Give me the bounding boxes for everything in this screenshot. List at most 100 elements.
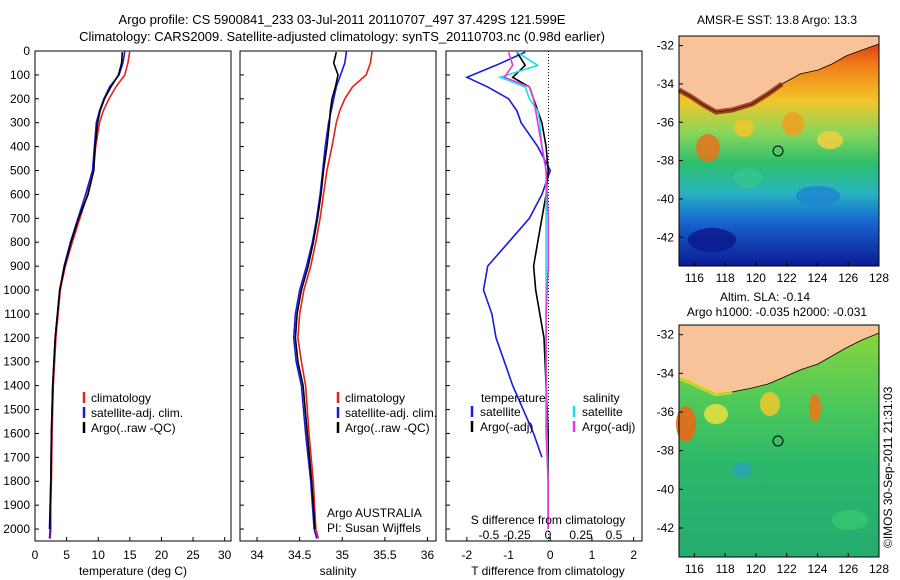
legend-label-argo: Argo(..raw -QC)	[345, 421, 430, 435]
salinity-legend: climatology satellite-adj. clim. Argo(..…	[336, 391, 437, 435]
sst_map-x-tick-label: 124	[807, 271, 827, 285]
temperature-x-tick-label: 0	[32, 548, 39, 562]
salinity-difference-tick-label: 0.25	[569, 528, 593, 542]
temperature-y-tick-label: 0	[23, 44, 30, 58]
sst_map-x-tick-label: 122	[777, 271, 797, 285]
temperature-y-tick-label: 1400	[3, 379, 30, 393]
legend-label-climatology: climatology	[345, 391, 405, 405]
sla_map-x-tick-label: 116	[685, 562, 704, 576]
sla_map-x-tick-label: 118	[716, 562, 735, 576]
temperature-profile-chart: 0 5 10 15 20 25 30 0 100 200 300 400 500 600 700 800 90…	[3, 44, 231, 578]
difference-legend: temperature salinity satellite Argo(-adj…	[470, 391, 635, 434]
temperature-y-tick-label: 200	[10, 92, 30, 106]
float-owner-annotation: Argo AUSTRALIA	[327, 506, 422, 520]
copyright-stamp: ©IMOS 30-Sep-2011 21:31:03	[881, 386, 895, 548]
temperature-y-tick-label: 1100	[4, 307, 30, 321]
difference-series-3	[503, 51, 550, 529]
salinity-x-tick-label: 36	[421, 548, 435, 562]
salinity-series-1	[292, 50, 348, 539]
sst_map-x-tick-label: 128	[869, 271, 889, 285]
legend-label-satellite: satellite-adj. clim.	[345, 406, 437, 420]
figure-title-line2: Climatology: CARS2009. Satellite-adjuste…	[79, 29, 605, 44]
temperature-y-tick-label: 300	[10, 116, 30, 130]
salinity-plot-area	[239, 50, 437, 542]
sst_map-x-tick-label: 118	[716, 271, 735, 285]
sst_map-y-tick-label: -42	[657, 230, 675, 244]
legend-label-sal-argo: Argo(-adj)	[582, 420, 635, 434]
temperature-y-tick-label: 1300	[3, 355, 30, 369]
figure-title-line1: Argo profile: CS 5900841_233 03-Jul-2011…	[119, 12, 566, 27]
sst_map-y-tick-label: -32	[657, 39, 675, 53]
difference-series-0	[464, 51, 552, 458]
salinity-x-tick-label: 35.5	[373, 548, 397, 562]
temperature-y-tick-label: 1900	[3, 498, 30, 512]
sla_map-y-tick-label: -34	[657, 366, 675, 380]
sla_map-x-tick-label: 124	[807, 562, 827, 576]
temperature-plot-area	[34, 50, 232, 542]
temperature-y-tick-label: 2000	[3, 522, 30, 536]
argo-location-marker	[772, 435, 784, 447]
argo-location-marker	[772, 145, 784, 157]
sla-map-frame	[678, 324, 880, 558]
salinity-series-0	[297, 50, 373, 539]
sla_map-y-tick-label: -38	[657, 444, 675, 458]
temperature-y-tick-label: 500	[10, 164, 30, 178]
temperature-y-tick-label: 700	[10, 211, 30, 225]
t-difference-x-label: T difference from climatology	[471, 564, 625, 578]
temperature-y-tick-label: 400	[10, 140, 30, 154]
legend-label-argo: Argo(..raw -QC)	[91, 421, 176, 435]
sst-anomaly-patches	[688, 112, 843, 252]
temperature-x-label: temperature (deg C)	[79, 564, 187, 578]
temperature-x-tick-label: 15	[123, 548, 137, 562]
sla-map-title: Altim. SLA: -0.14	[720, 290, 810, 304]
temperature-y-tick-label: 1500	[3, 403, 30, 417]
temperature-y-tick-label: 1200	[3, 331, 30, 345]
salinity-x-tick-label: 34.5	[288, 548, 312, 562]
difference-x-tick-label: -1	[503, 548, 514, 562]
sla_map-x-tick-label: 120	[746, 562, 766, 576]
sst-map: AMSR-E SST: 13.8 Argo: 13.3 116 118 120 122…	[657, 13, 890, 285]
sst_map-y-tick-label: -36	[657, 115, 675, 129]
sst-map-title: AMSR-E SST: 13.8 Argo: 13.3	[697, 13, 857, 27]
temperature-y-tick-label: 900	[10, 259, 30, 273]
temperature-x-tick-label: 10	[92, 548, 106, 562]
temperature-x-tick-label: 5	[63, 548, 70, 562]
sst_map-y-tick-label: -38	[657, 154, 675, 168]
legend-label-sal-satellite: satellite	[582, 405, 623, 419]
difference-x-tick-label: 0	[547, 548, 554, 562]
difference-profile-chart: -2 -1 0 1 2 S difference from climatology -0…	[445, 50, 643, 578]
legend-label-temp-argo: Argo(-adj)	[480, 420, 533, 434]
s-difference-label: S difference from climatology	[471, 513, 626, 527]
temperature-y-tick-label: 800	[10, 235, 30, 249]
temperature-y-tick-label: 100	[10, 68, 30, 82]
sla_map-x-tick-label: 122	[777, 562, 797, 576]
difference-x-tick-label: 2	[630, 548, 637, 562]
salinity-profile-chart: 34 34.5 35 35.5 36 salinity climatology sate…	[239, 50, 437, 578]
temperature-x-tick-label: 20	[155, 548, 169, 562]
sst_map-x-tick-label: 116	[685, 271, 704, 285]
difference-x-tick-label: 1	[589, 548, 596, 562]
sst_map-y-tick-label: -40	[657, 192, 675, 206]
temperature-series-2	[48, 52, 124, 530]
sla-map-subtitle: Argo h1000: -0.035 h2000: -0.031	[687, 305, 867, 319]
legend-title-salinity: salinity	[583, 391, 620, 405]
sst-coast-hot-strip	[677, 81, 784, 115]
temperature-y-tick-label: 1800	[3, 474, 30, 488]
temperature-x-tick-label: 25	[186, 548, 200, 562]
salinity-difference-tick-label: -0.5	[479, 528, 500, 542]
legend-label-temp-satellite: satellite	[480, 405, 521, 419]
legend-label-climatology: climatology	[91, 391, 151, 405]
sla_map-y-tick-label: -32	[657, 328, 675, 342]
principal-investigator-annotation: PI: Susan Wijffels	[327, 521, 421, 535]
temperature-y-tick-label: 1600	[3, 426, 30, 440]
sla-map: Altim. SLA: -0.14 Argo h1000: -0.035 h20…	[657, 290, 890, 576]
temperature-y-tick-label: 1700	[3, 450, 30, 464]
sst_map-x-tick-label: 120	[746, 271, 766, 285]
sst-map-frame	[678, 35, 880, 267]
salinity-difference-tick-label: 0.5	[606, 528, 623, 542]
sla_map-y-tick-label: -36	[657, 405, 675, 419]
sla_map-x-tick-label: 126	[838, 562, 858, 576]
temperature-legend: climatology satellite-adj. clim. Argo(..…	[82, 391, 183, 435]
salinity-x-tick-label: 34	[250, 548, 264, 562]
sst_map-y-tick-label: -34	[657, 77, 675, 91]
